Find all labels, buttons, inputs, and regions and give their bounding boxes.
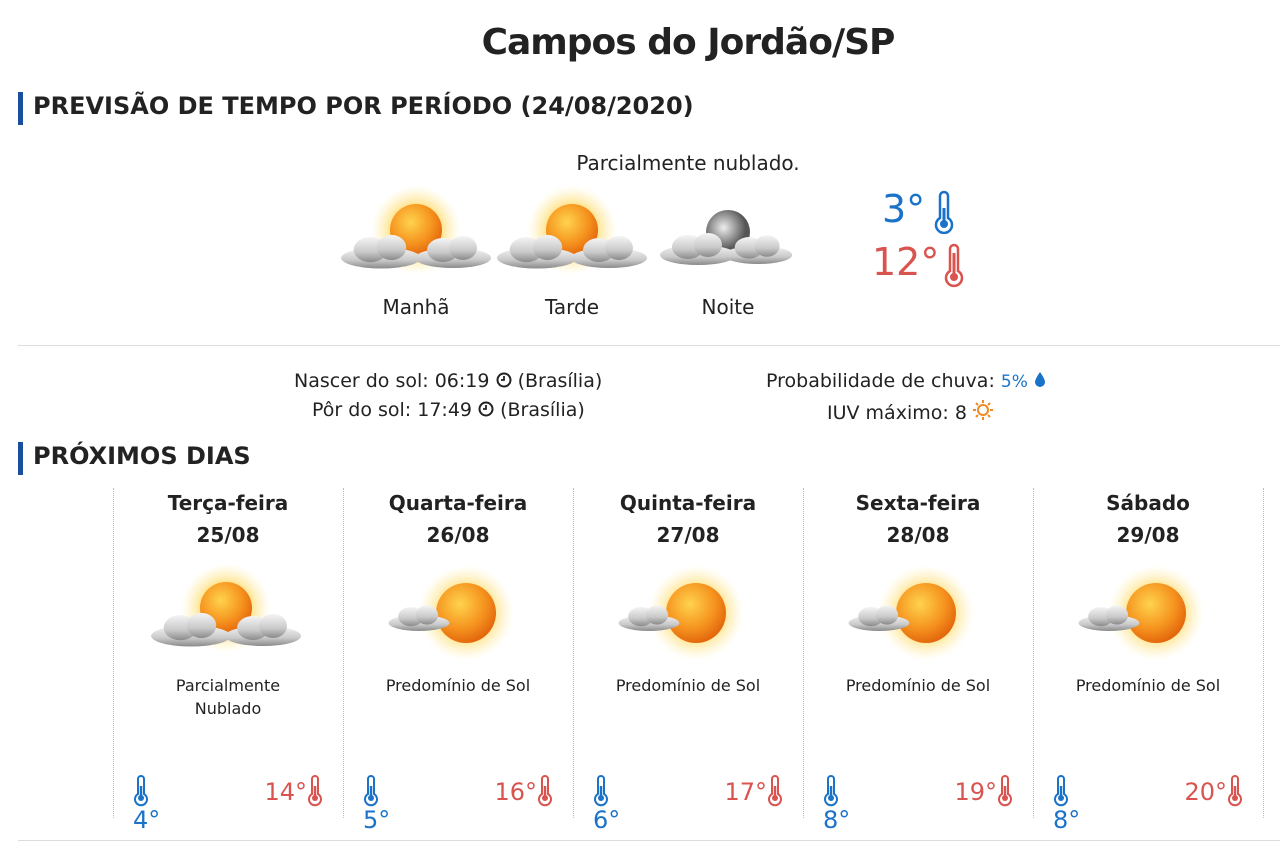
day-condition: Predomínio de Sol xyxy=(615,676,761,695)
clock-icon xyxy=(496,372,512,388)
day-condition: Predomínio de Sol xyxy=(845,676,991,695)
thermometer-icon xyxy=(998,775,1012,807)
period-label: Noite xyxy=(701,295,755,319)
day-date: 28/08 xyxy=(886,523,950,547)
section-title: PRÓXIMOS DIAS xyxy=(33,442,251,470)
time: 17:49 xyxy=(417,399,472,421)
thermometer-icon xyxy=(364,775,378,807)
thermometer-icon xyxy=(824,775,838,807)
thermometer-icon xyxy=(1054,775,1068,807)
min-value: 8° xyxy=(823,806,851,834)
day-date: 26/08 xyxy=(426,523,490,547)
drop-icon xyxy=(1034,372,1045,387)
value: 8 xyxy=(954,402,967,424)
weather-icon xyxy=(497,185,647,275)
min-temp: 3° xyxy=(882,187,926,231)
min-temp: 6° xyxy=(593,775,621,834)
column-separator xyxy=(343,488,344,818)
min-temp: 8° xyxy=(823,775,851,834)
divider xyxy=(18,345,1280,346)
thermometer-icon xyxy=(134,775,148,807)
sun-icon xyxy=(972,400,993,420)
min-temp: 8° xyxy=(1053,775,1081,834)
weather-icon xyxy=(660,210,793,265)
min-value: 4° xyxy=(133,806,161,834)
max-value: 20° xyxy=(1184,778,1227,806)
clock-icon xyxy=(478,401,494,417)
column-separator xyxy=(803,488,804,818)
thermometer-icon xyxy=(768,775,782,807)
time: 06:19 xyxy=(434,370,490,392)
max-temp: 17° xyxy=(713,775,783,807)
zone: (Brasília) xyxy=(517,370,603,392)
max-temp: 12° xyxy=(872,240,940,284)
min-value: 5° xyxy=(363,806,391,834)
thermometer-icon xyxy=(1228,775,1242,807)
weather-icon xyxy=(618,565,744,661)
min-temp: 4° xyxy=(133,775,161,834)
thermometer-icon xyxy=(934,190,954,235)
max-value: 19° xyxy=(954,778,997,806)
thermometer-icon xyxy=(308,775,322,807)
period-label: Manhã xyxy=(382,295,450,319)
column-separator xyxy=(1033,488,1034,818)
rain: Probabilidade de chuva: 5% xyxy=(766,370,1046,392)
label: Probabilidade de chuva: xyxy=(766,370,995,392)
section-marker xyxy=(18,442,23,475)
section-marker xyxy=(18,92,23,125)
sunrise: Nascer do sol: 06:19 (Brasília) xyxy=(294,370,602,392)
max-temp: 20° xyxy=(1173,775,1243,807)
value: 5% xyxy=(1000,372,1028,392)
min-temp: 5° xyxy=(363,775,391,834)
max-temp: 19° xyxy=(943,775,1013,807)
zone: (Brasília) xyxy=(500,399,585,421)
max-value: 14° xyxy=(264,778,307,806)
page-title: Campos do Jordão/SP xyxy=(481,22,896,63)
max-value: 16° xyxy=(494,778,537,806)
max-value: 17° xyxy=(724,778,767,806)
weather-icon xyxy=(848,565,974,661)
summary: Parcialmente nublado. xyxy=(576,151,800,175)
day-date: 29/08 xyxy=(1116,523,1180,547)
uv: IUV máximo: 8 xyxy=(827,399,993,424)
weather-icon xyxy=(341,185,491,275)
column-separator xyxy=(573,488,574,818)
day-name: Terça-feira xyxy=(167,491,289,515)
min-value: 6° xyxy=(593,806,621,834)
weather-icon xyxy=(151,563,301,653)
weather-icon xyxy=(1078,565,1204,661)
weather-icon xyxy=(388,565,514,661)
column-separator xyxy=(113,488,114,818)
min-value: 8° xyxy=(1053,806,1081,834)
day-date: 25/08 xyxy=(196,523,260,547)
column-separator xyxy=(1263,488,1264,818)
thermometer-icon xyxy=(944,243,964,288)
thermometer-icon xyxy=(538,775,552,807)
day-name: Sexta-feira xyxy=(855,491,981,515)
thermometer-icon xyxy=(594,775,608,807)
label: IUV máximo: xyxy=(827,402,949,424)
day-name: Quinta-feira xyxy=(619,491,757,515)
section-title: PREVISÃO DE TEMPO POR PERÍODO (24/08/202… xyxy=(33,92,694,120)
day-date: 27/08 xyxy=(656,523,720,547)
label: Pôr do sol: xyxy=(312,399,412,421)
divider xyxy=(18,840,1280,841)
day-condition: Predomínio de Sol xyxy=(385,676,531,695)
max-temp: 14° xyxy=(253,775,323,807)
max-temp: 16° xyxy=(483,775,553,807)
period-label: Tarde xyxy=(544,295,600,319)
label: Nascer do sol: xyxy=(294,370,429,392)
day-condition: Predomínio de Sol xyxy=(1075,676,1221,695)
day-name: Sábado xyxy=(1106,491,1190,515)
day-name: Quarta-feira xyxy=(388,491,528,515)
sunset: Pôr do sol: 17:49 (Brasília) xyxy=(312,399,585,421)
day-condition: Parcialmente Nublado xyxy=(175,676,281,718)
